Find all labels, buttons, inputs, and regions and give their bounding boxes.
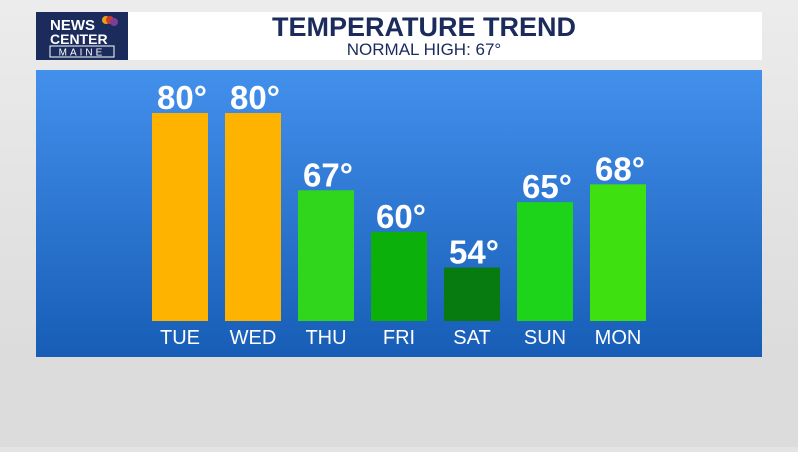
value-label: 80°	[157, 79, 207, 116]
x-tick-label: FRI	[383, 327, 415, 349]
logo-text: CENTER	[50, 31, 108, 47]
value-label: 65°	[522, 168, 572, 205]
floor	[0, 368, 798, 447]
value-label: 60°	[376, 198, 426, 235]
bar	[590, 184, 646, 321]
bar	[298, 190, 354, 321]
chart-subtitle: NORMAL HIGH: 67°	[347, 40, 501, 59]
bar	[152, 113, 208, 321]
x-tick-label: SAT	[453, 327, 490, 349]
bar	[371, 231, 427, 321]
value-label: 68°	[595, 150, 645, 187]
value-label: 80°	[230, 79, 280, 116]
value-label: 67°	[303, 156, 353, 193]
chart-title: TEMPERATURE TREND	[272, 12, 576, 42]
bar	[225, 113, 281, 321]
logo-frame	[49, 45, 115, 58]
value-label: 54°	[449, 234, 499, 271]
header-bar	[36, 12, 762, 60]
x-tick-label: THU	[305, 327, 346, 349]
logo-text: NEWS	[50, 17, 95, 34]
logo-text: MAINE	[59, 48, 106, 59]
x-tick-label: WED	[230, 327, 277, 349]
x-tick-label: SUN	[524, 327, 566, 349]
x-tick-label: MON	[595, 327, 642, 349]
peacock-icon	[102, 16, 118, 26]
bar	[517, 202, 573, 321]
bar	[444, 267, 500, 321]
x-tick-label: TUE	[160, 327, 200, 349]
